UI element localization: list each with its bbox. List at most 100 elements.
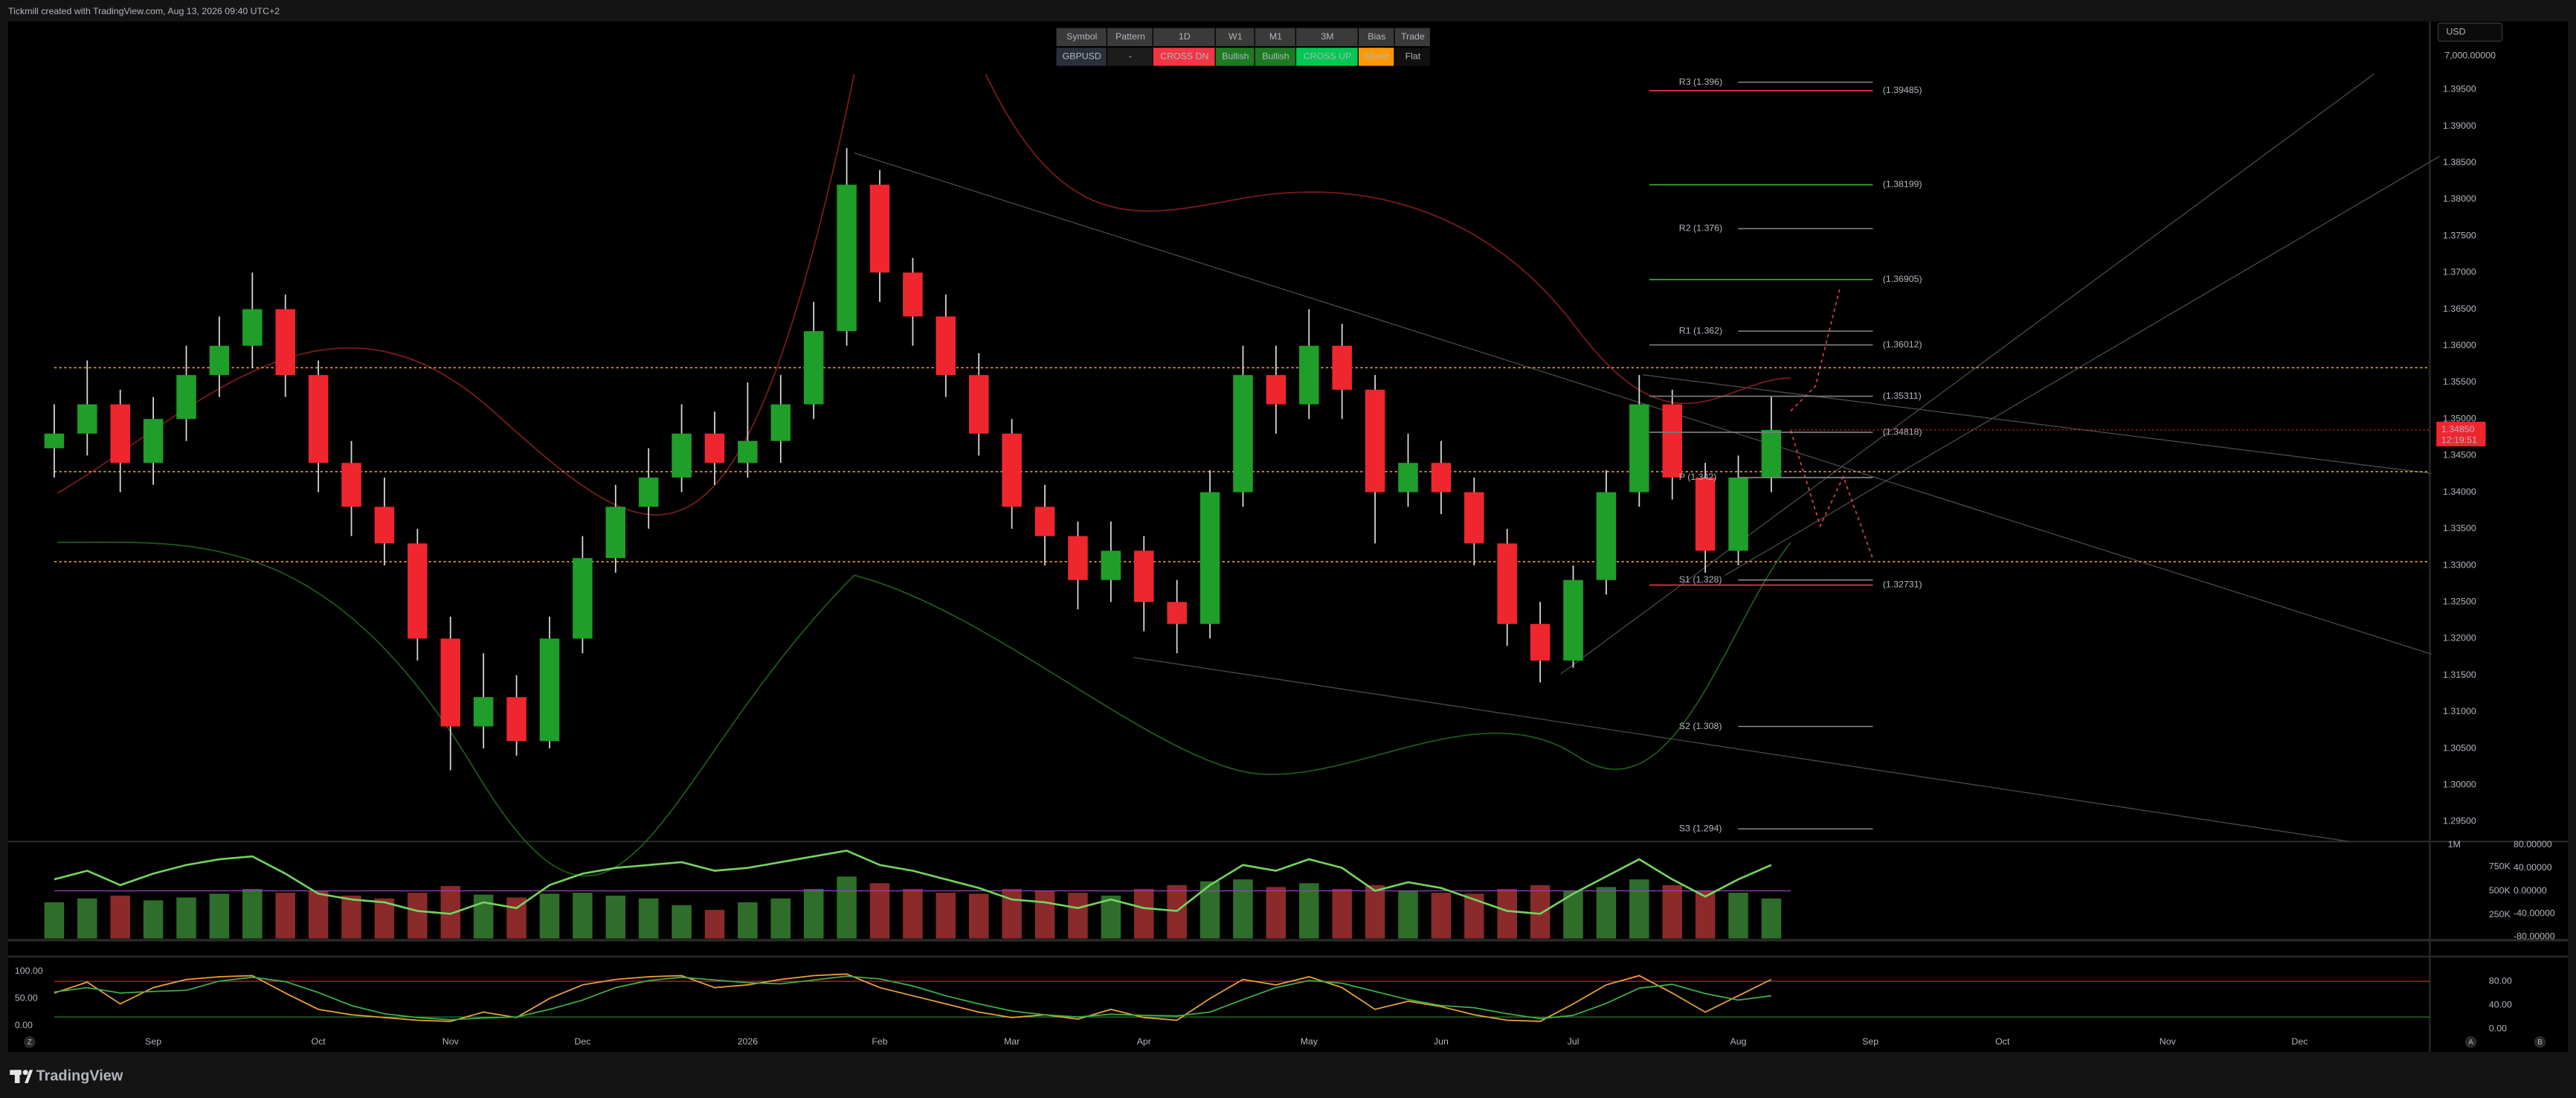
brand: TradingView <box>36 1068 123 1084</box>
volume-bar <box>1266 887 1287 939</box>
volume-bar <box>704 910 725 939</box>
candle-body <box>77 404 97 434</box>
table-text: CROSS UP <box>1304 51 1352 62</box>
level-label: (1.35311) <box>1883 391 1922 401</box>
axis-button-label[interactable]: Z <box>28 1038 32 1047</box>
volume-bar <box>1365 884 1385 939</box>
currency[interactable]: USD <box>2446 26 2465 36</box>
axis-button[interactable] <box>24 1036 36 1048</box>
volume-bar <box>1662 884 1682 939</box>
candle-body <box>1398 463 1418 492</box>
table-header-cell <box>1358 28 1394 46</box>
volume-bar <box>803 888 824 939</box>
volume-bar <box>1398 890 1418 939</box>
y-tick-label: 1.32500 <box>2443 596 2476 606</box>
candle-body <box>936 316 956 376</box>
x-tick-label: Nov <box>442 1036 460 1047</box>
trendline <box>1725 155 2440 576</box>
candle-body <box>672 433 692 478</box>
y-tick-label: 500K <box>2489 885 2511 896</box>
table-header-text: Bias <box>1368 31 1385 42</box>
candle-body <box>143 419 164 463</box>
pivot-label: S2 (1.308) <box>1679 721 1722 731</box>
candle-body <box>176 375 196 420</box>
table-header-cell <box>1215 28 1255 46</box>
volume-bar <box>1530 884 1551 939</box>
axis-button-label[interactable]: B <box>2537 1038 2543 1047</box>
candle-body <box>440 638 461 727</box>
last-price-box <box>2436 421 2486 447</box>
projection-path <box>1790 430 1874 559</box>
y2-tick-label: 0.00000 <box>2514 885 2547 896</box>
candle-body <box>1133 550 1154 603</box>
candle-body <box>209 345 230 376</box>
x-tick-label: Jul <box>1568 1036 1580 1047</box>
candle-body <box>869 184 890 273</box>
table-text: CROSS DN <box>1160 51 1208 62</box>
volume-bar <box>672 905 692 939</box>
candle-body <box>968 375 989 434</box>
y-tick-label: 1.38500 <box>2443 157 2476 167</box>
table-header-cell <box>1296 28 1358 46</box>
y-tick-label: 1.36500 <box>2443 304 2476 314</box>
projection-path <box>1790 287 1841 412</box>
currency-box[interactable] <box>2437 22 2503 42</box>
table-header-text: Symbol <box>1066 31 1097 42</box>
axis-button-label[interactable]: A <box>2468 1038 2473 1047</box>
volume-bar <box>341 895 361 939</box>
y2-tick-label: 80.00 <box>2489 975 2512 986</box>
volume-bar <box>738 902 758 939</box>
volume-bar <box>1761 898 1782 939</box>
last-price: 1.34850 <box>2441 424 2475 434</box>
volume-bar <box>837 876 857 939</box>
x-tick-label: Oct <box>1995 1036 2010 1047</box>
band-line <box>57 541 1791 877</box>
y-tick-label: 1.37000 <box>2443 267 2476 277</box>
volume-bar <box>638 898 659 939</box>
logo-part <box>14 1070 20 1083</box>
table-cell <box>1153 48 1215 66</box>
x-tick-label: Jun <box>1434 1036 1449 1047</box>
oscillator-line <box>54 973 1772 1022</box>
table-header-text: Trade <box>1401 31 1425 42</box>
candle-body <box>738 440 758 463</box>
x-tick-label: Dec <box>2291 1036 2308 1047</box>
y-tick-label: 1.34000 <box>2443 487 2476 497</box>
table-cell <box>1215 48 1255 66</box>
table-cell <box>1107 48 1153 66</box>
volume-bar <box>275 893 295 939</box>
axis-button[interactable] <box>2534 1036 2546 1048</box>
x-tick-label: May <box>1301 1036 1318 1047</box>
table-header-text: W1 <box>1229 31 1243 42</box>
volume-bar <box>473 894 494 939</box>
axis-button[interactable] <box>2464 1036 2477 1048</box>
trendline <box>1560 74 2374 675</box>
candle-body <box>837 184 857 332</box>
candle-body <box>1266 375 1287 405</box>
y-tick-label: 1.35000 <box>2443 413 2476 423</box>
momentum-line <box>54 850 1772 915</box>
volume-bar <box>605 895 626 939</box>
candle-body <box>1530 623 1551 661</box>
volume-bar <box>1133 888 1154 939</box>
volume-bar <box>408 893 428 939</box>
table-text: - <box>1129 51 1132 62</box>
y-tick-label: 1.39000 <box>2443 121 2476 131</box>
table-header-text: Pattern <box>1115 31 1145 42</box>
table-header-text: M1 <box>1269 31 1282 42</box>
level-label: (1.32731) <box>1883 580 1922 590</box>
volume-bar <box>110 895 130 939</box>
table-text: Flat <box>1405 51 1421 62</box>
table-text: GBPUSD <box>1063 51 1101 62</box>
y-tick-label: 1.34500 <box>2443 450 2476 460</box>
pivot-label: R1 (1.362) <box>1679 325 1722 336</box>
y2-tick-label: 0.00 <box>2489 1023 2507 1033</box>
volume-bar <box>968 893 989 939</box>
volume-bar <box>1431 893 1452 939</box>
candle-body <box>473 697 494 727</box>
y-tick-label: 250K <box>2489 909 2511 919</box>
candle-body <box>1365 389 1385 492</box>
volume-bar <box>903 888 923 939</box>
table-cell <box>1255 48 1295 66</box>
